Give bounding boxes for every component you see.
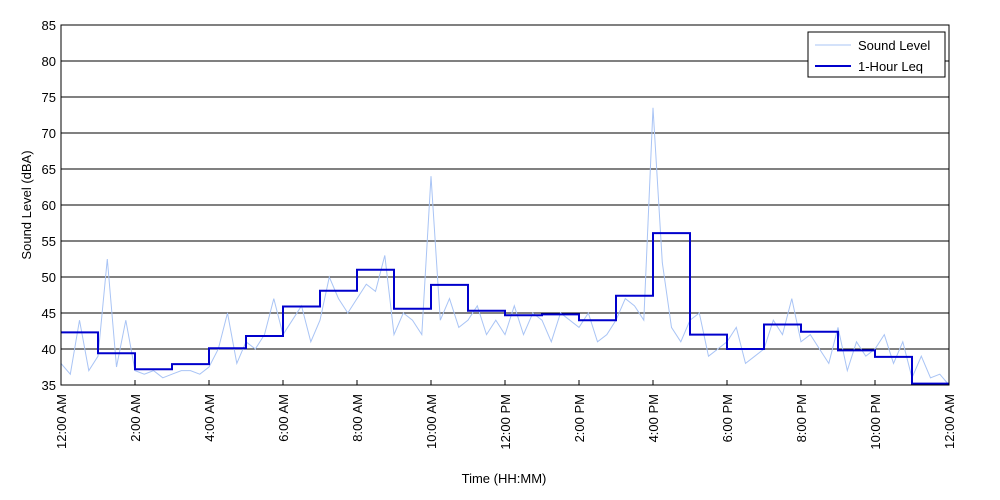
legend-label-1-hour-leq: 1-Hour Leq bbox=[858, 59, 923, 74]
y-tick-label: 50 bbox=[42, 270, 56, 285]
x-tick-label: 12:00 PM bbox=[498, 394, 513, 450]
y-axis: 35 40 45 50 55 60 65 70 75 80 85 bbox=[42, 18, 66, 393]
y-tick-label: 65 bbox=[42, 162, 56, 177]
x-tick-label: 12:00 AM bbox=[54, 394, 69, 449]
x-tick-label: 4:00 AM bbox=[202, 394, 217, 442]
series-sound-level bbox=[60, 107, 950, 386]
x-tick-label: 2:00 AM bbox=[128, 394, 143, 442]
y-tick-label: 70 bbox=[42, 126, 56, 141]
y-tick-label: 75 bbox=[42, 90, 56, 105]
x-tick-label: 2:00 PM bbox=[572, 394, 587, 442]
y-tick-label: 45 bbox=[42, 306, 56, 321]
sound-level-line bbox=[60, 107, 950, 386]
y-tick-label: 60 bbox=[42, 198, 56, 213]
legend-box bbox=[807, 31, 946, 78]
x-tick-label: 12:00 AM bbox=[942, 394, 957, 449]
y-tick-label: 55 bbox=[42, 234, 56, 249]
series-1-hour-leq bbox=[61, 232, 949, 385]
y-axis-label: Sound Level (dBA) bbox=[19, 150, 34, 259]
leq-step-line bbox=[61, 232, 949, 385]
y-tick-label: 85 bbox=[42, 18, 56, 33]
x-tick-label: 4:00 PM bbox=[646, 394, 661, 442]
y-tick-label: 40 bbox=[42, 342, 56, 357]
x-tick-label: 6:00 AM bbox=[276, 394, 291, 442]
x-tick-label: 6:00 PM bbox=[720, 394, 735, 442]
legend-label-sound-level: Sound Level bbox=[858, 38, 930, 53]
x-axis-label: Time (HH:MM) bbox=[462, 471, 547, 486]
x-tick-label: 10:00 PM bbox=[868, 394, 883, 450]
x-tick-label: 8:00 PM bbox=[794, 394, 809, 442]
y-tick-label: 80 bbox=[42, 54, 56, 69]
y-tick-label: 35 bbox=[42, 378, 56, 393]
x-tick-label: 10:00 AM bbox=[424, 394, 439, 449]
x-axis: 12:00 AM 2:00 AM 4:00 AM 6:00 AM 8:00 AM 10:0… bbox=[54, 380, 957, 450]
legend: Sound Level 1-Hour Leq bbox=[807, 31, 946, 78]
x-tick-label: 8:00 AM bbox=[350, 394, 365, 442]
